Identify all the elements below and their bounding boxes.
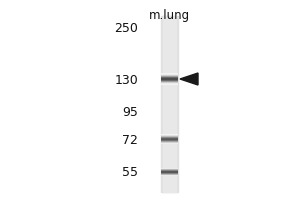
Bar — [161, 138, 178, 139]
Bar — [161, 137, 178, 138]
Bar — [161, 74, 178, 75]
Bar — [161, 173, 178, 174]
Text: m.lung: m.lung — [149, 9, 190, 22]
Text: 250: 250 — [114, 22, 138, 36]
Bar — [161, 171, 178, 172]
Bar — [161, 140, 178, 141]
Bar — [161, 76, 178, 77]
Bar — [161, 172, 178, 173]
Bar — [161, 73, 178, 74]
Bar — [161, 139, 178, 140]
Bar — [161, 141, 178, 142]
Bar — [161, 169, 178, 170]
Bar — [161, 80, 178, 81]
Bar — [161, 77, 178, 78]
Bar — [161, 82, 178, 83]
Bar — [161, 134, 178, 135]
Bar — [161, 142, 178, 143]
Bar — [161, 135, 178, 136]
Bar — [161, 78, 178, 79]
Bar — [161, 143, 178, 144]
Bar — [161, 75, 178, 76]
Bar — [161, 83, 178, 84]
Text: 95: 95 — [122, 106, 138, 119]
Text: 55: 55 — [122, 166, 138, 180]
Bar — [161, 174, 178, 175]
Bar — [160, 16, 178, 192]
Bar — [161, 81, 178, 82]
Bar — [161, 170, 178, 171]
Bar — [161, 79, 178, 80]
Bar — [161, 136, 178, 137]
Bar — [161, 175, 178, 176]
Bar — [163, 16, 176, 192]
Polygon shape — [180, 73, 198, 85]
Text: 72: 72 — [122, 134, 138, 148]
Text: 130: 130 — [114, 73, 138, 86]
Bar — [161, 168, 178, 169]
